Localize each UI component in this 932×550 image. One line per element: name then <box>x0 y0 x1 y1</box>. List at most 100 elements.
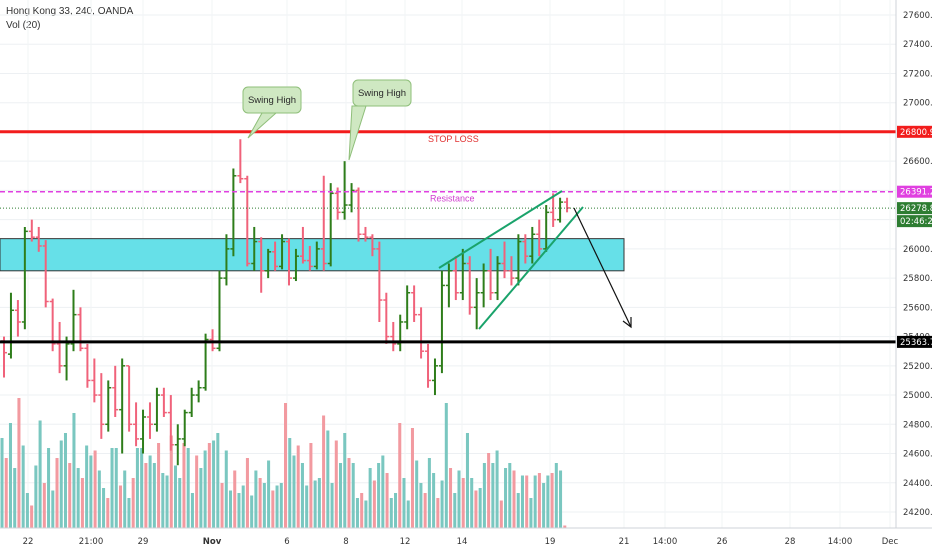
candle[interactable] <box>299 226 306 264</box>
volume-bar <box>402 478 406 528</box>
candle[interactable] <box>167 395 174 451</box>
wedge-upper-trendline[interactable] <box>438 190 563 269</box>
candle[interactable] <box>529 226 536 264</box>
candle[interactable] <box>7 292 14 359</box>
candle[interactable] <box>383 292 390 344</box>
candle[interactable] <box>174 424 181 466</box>
candle[interactable] <box>404 285 411 330</box>
volume-bar <box>190 493 194 528</box>
candle[interactable] <box>459 248 466 301</box>
candle[interactable] <box>466 256 473 315</box>
volume-bar <box>279 483 283 528</box>
candle[interactable] <box>112 365 119 417</box>
countdown-tag <box>897 215 932 228</box>
candle[interactable] <box>146 402 153 439</box>
supply-demand-zone[interactable] <box>0 238 625 272</box>
candle[interactable] <box>334 187 341 220</box>
candle[interactable] <box>42 240 49 308</box>
candle[interactable] <box>480 263 487 308</box>
projection-arrow[interactable] <box>573 207 632 328</box>
candle[interactable] <box>355 187 362 242</box>
candle[interactable] <box>376 241 383 322</box>
candle[interactable] <box>487 248 494 301</box>
candle[interactable] <box>195 380 202 403</box>
candle[interactable] <box>522 234 529 264</box>
price-tags: 26800.9 26391.2 26278.8 02:46:22 25363.7 <box>897 125 932 348</box>
candle[interactable] <box>327 183 334 267</box>
candle[interactable] <box>265 248 272 279</box>
candle[interactable] <box>425 343 432 388</box>
candle[interactable] <box>153 387 160 432</box>
candle[interactable] <box>188 387 195 417</box>
volume-bar <box>131 478 135 528</box>
candle[interactable] <box>56 321 63 374</box>
candle[interactable] <box>126 365 133 432</box>
candle[interactable] <box>508 256 515 286</box>
candle[interactable] <box>251 226 258 271</box>
swing-high-1[interactable]: Swing High <box>242 86 302 139</box>
volume-bar <box>17 398 21 528</box>
candle[interactable] <box>313 241 320 270</box>
candle[interactable] <box>140 409 147 454</box>
candle[interactable] <box>258 237 265 293</box>
candle[interactable] <box>341 161 348 220</box>
candle[interactable] <box>473 278 480 330</box>
candle[interactable] <box>557 197 564 223</box>
candle[interactable] <box>362 226 369 242</box>
candle[interactable] <box>181 409 188 447</box>
candle[interactable] <box>550 193 557 227</box>
candle[interactable] <box>209 329 216 352</box>
swing-high-2[interactable]: Swing High <box>348 79 412 161</box>
candle[interactable] <box>237 139 244 184</box>
candle[interactable] <box>445 263 452 308</box>
candle[interactable] <box>411 285 418 322</box>
candle[interactable] <box>418 307 425 359</box>
candle[interactable] <box>369 234 376 257</box>
volume-bar <box>89 455 93 528</box>
price-tick-label: 25800.0 <box>903 274 932 284</box>
candle[interactable] <box>216 270 223 352</box>
candle[interactable] <box>77 307 84 352</box>
candle[interactable] <box>160 387 167 417</box>
candle[interactable] <box>84 343 91 388</box>
time-axis[interactable]: 22 21:00 29 Nov 6 8 12 14 19 21 14:00 26 28 14:00 Dec <box>23 537 899 547</box>
candle[interactable] <box>306 245 313 271</box>
candle[interactable] <box>63 336 70 381</box>
volume-bar <box>317 478 321 528</box>
volume-bar <box>305 485 309 528</box>
candle[interactable] <box>21 226 28 330</box>
candle[interactable] <box>348 183 355 213</box>
candle[interactable] <box>230 168 237 257</box>
candle[interactable] <box>515 234 522 286</box>
candle[interactable] <box>501 241 508 279</box>
candle[interactable] <box>105 380 112 432</box>
candle[interactable] <box>28 219 35 242</box>
candle[interactable] <box>438 270 445 374</box>
candle[interactable] <box>536 219 543 257</box>
candle[interactable] <box>35 226 42 252</box>
candle[interactable] <box>564 197 571 213</box>
volume-bar <box>444 403 448 528</box>
wedge-lower-trendline[interactable] <box>478 206 584 330</box>
candle[interactable] <box>292 248 299 282</box>
candle[interactable] <box>244 175 251 267</box>
candle[interactable] <box>390 321 397 352</box>
candle[interactable] <box>494 256 501 301</box>
callout-box <box>242 86 302 114</box>
volume-bar <box>300 463 304 528</box>
candle[interactable] <box>223 234 230 286</box>
candle[interactable] <box>279 234 286 270</box>
candle[interactable] <box>397 314 404 352</box>
candle[interactable] <box>543 205 550 252</box>
price-axis[interactable]: 27600.027400.027200.027000.026800.026600… <box>903 11 932 518</box>
candle[interactable] <box>286 238 292 286</box>
candle[interactable] <box>14 300 21 337</box>
candle[interactable] <box>431 358 438 396</box>
candle[interactable] <box>91 358 98 403</box>
candle[interactable] <box>119 358 126 454</box>
candle[interactable] <box>133 402 140 447</box>
candle[interactable] <box>98 373 105 439</box>
candle[interactable] <box>272 241 279 271</box>
candle[interactable] <box>452 256 459 301</box>
